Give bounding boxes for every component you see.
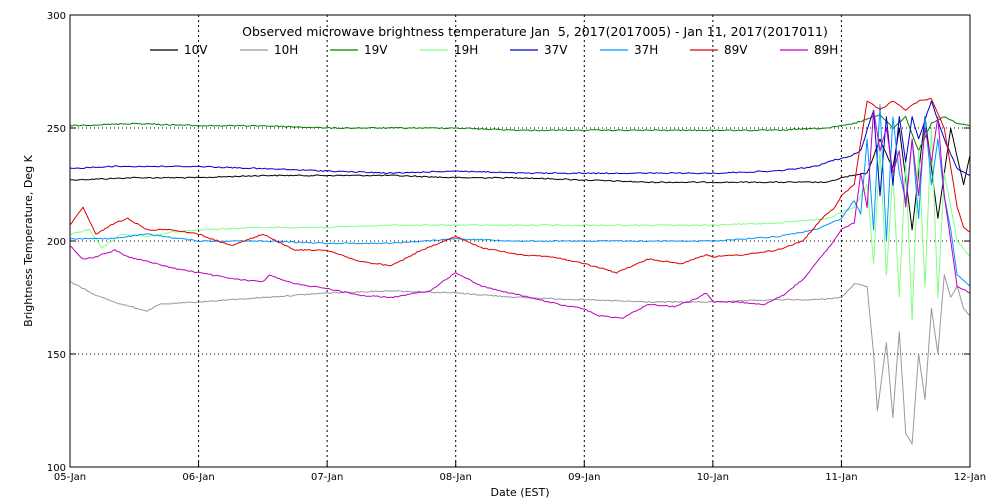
x-tick-label: 12-Jan — [954, 472, 986, 483]
series-line-10h — [69, 274, 971, 445]
x-tick-label: 10-Jan — [697, 472, 729, 483]
legend-label-19v: 19V — [364, 43, 388, 57]
series-line-19v — [69, 114, 971, 152]
legend-label-10v: 10V — [184, 43, 208, 57]
y-tick-label: 150 — [47, 350, 66, 361]
legend-label-19h: 19H — [454, 43, 478, 57]
y-tick-label: 300 — [47, 11, 66, 22]
series-line-89h — [69, 109, 971, 319]
legend-label-37v: 37V — [544, 43, 568, 57]
series-lines — [69, 98, 971, 445]
y-tick-label: 250 — [47, 124, 66, 135]
x-tick-label: 06-Jan — [182, 472, 214, 483]
legend-label-10h: 10H — [274, 43, 298, 57]
series-line-19h — [69, 127, 971, 321]
axis-ticks: 100 150 200 250 300 05-Jan 06-Jan 07-Jan 08-Jan 0… — [47, 11, 986, 483]
y-axis-label: Brightness Temperature, Deg K — [22, 154, 35, 326]
legend-label-37h: 37H — [634, 43, 658, 57]
legend: 10V 10H 19V 19H 37V 37H 89V 89H — [150, 43, 838, 57]
y-tick-label: 100 — [47, 463, 66, 474]
y-tick-label: 200 — [47, 237, 66, 248]
x-axis-label: Date (EST) — [490, 486, 549, 499]
series-line-37v — [69, 100, 971, 197]
x-tick-label: 05-Jan — [54, 472, 86, 483]
legend-label-89h: 89H — [814, 43, 838, 57]
x-tick-label: 07-Jan — [311, 472, 343, 483]
x-tick-label: 08-Jan — [440, 472, 472, 483]
legend-label-89v: 89V — [724, 43, 748, 57]
x-tick-label: 11-Jan — [825, 472, 857, 483]
series-line-89v — [69, 98, 971, 274]
series-line-10v — [69, 115, 971, 231]
x-tick-label: 09-Jan — [568, 472, 600, 483]
chart-title: Observed microwave brightness temperatur… — [242, 24, 828, 39]
